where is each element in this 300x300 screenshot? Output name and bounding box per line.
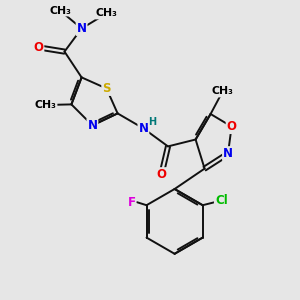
Text: F: F	[128, 196, 136, 209]
Text: CH₃: CH₃	[49, 5, 71, 16]
Text: H: H	[148, 117, 157, 127]
Text: CH₃: CH₃	[212, 86, 233, 97]
Text: CH₃: CH₃	[35, 100, 56, 110]
Text: N: N	[87, 119, 98, 132]
Text: Cl: Cl	[215, 194, 228, 207]
Text: N: N	[138, 122, 148, 135]
Text: O: O	[33, 41, 43, 54]
Text: O: O	[156, 168, 167, 181]
Text: CH₃: CH₃	[96, 8, 117, 19]
Text: O: O	[226, 120, 237, 133]
Text: N: N	[76, 22, 87, 35]
Text: S: S	[102, 82, 111, 95]
Text: N: N	[223, 147, 233, 160]
